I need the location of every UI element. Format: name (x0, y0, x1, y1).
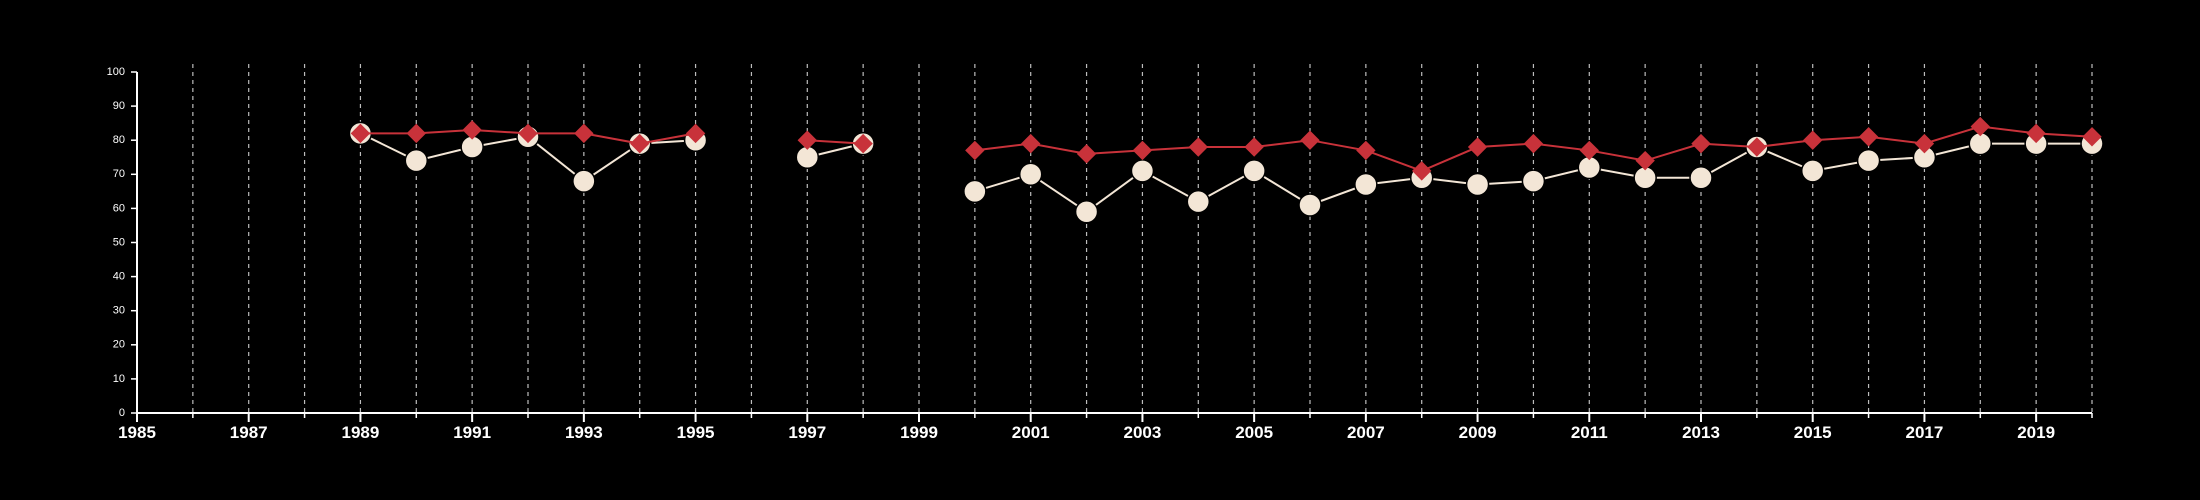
point-series-2-2019 (2026, 123, 2046, 144)
point-series-2-1992 (518, 123, 538, 144)
x-tick-label-1995: 1995 (677, 423, 715, 442)
y-tick-label-50: 50 (113, 236, 125, 248)
point-series-1-2002 (1074, 200, 1099, 224)
point-series-2-2017 (1914, 133, 1935, 154)
y-tick-label-30: 30 (113, 305, 125, 317)
point-series-1-2004 (1186, 189, 1211, 214)
point-series-1-2006 (1298, 193, 1322, 217)
x-tick-label-1989: 1989 (342, 423, 380, 442)
y-tick-label-70: 70 (113, 168, 125, 180)
series-2 (350, 116, 2102, 181)
point-series-1-2005 (1242, 159, 1266, 183)
y-tick-label-90: 90 (113, 100, 125, 112)
y-tick-label-0: 0 (119, 407, 125, 419)
point-series-2-1990 (406, 123, 426, 144)
point-series-2-2015 (1803, 130, 1823, 150)
point-series-2-2006 (1300, 130, 1320, 150)
point-series-1-2015 (1800, 159, 1825, 183)
point-series-2-2009 (1467, 137, 1488, 157)
y-tick-label-60: 60 (113, 202, 125, 214)
point-series-2-2016 (1858, 127, 1879, 147)
point-series-1-2010 (1521, 169, 1546, 193)
y-tick-label-40: 40 (113, 271, 125, 283)
x-tick-label-2001: 2001 (1012, 423, 1050, 442)
y-tick-label-10: 10 (113, 373, 125, 385)
point-series-1-2003 (1130, 159, 1155, 183)
point-series-2-1991 (462, 120, 482, 140)
point-series-2-2001 (1021, 133, 1041, 154)
point-series-1-2007 (1354, 172, 1378, 197)
y-tick-label-20: 20 (113, 339, 125, 351)
y-tick-label-100: 100 (107, 66, 125, 78)
point-series-2-1993 (574, 123, 594, 144)
x-tick-label-1997: 1997 (788, 423, 826, 442)
point-series-1-1990 (404, 148, 429, 173)
point-series-2-1989 (350, 123, 371, 144)
point-series-2-2012 (1635, 150, 1655, 171)
grid-lines (192, 64, 2093, 413)
x-tick-label-2019: 2019 (2017, 423, 2055, 442)
point-series-2-2018 (1970, 116, 1990, 137)
point-series-2-2010 (1523, 133, 1544, 154)
point-series-2-2020 (2082, 127, 2102, 147)
point-series-2-2007 (1356, 140, 1376, 161)
x-tick-label-2015: 2015 (1794, 423, 1832, 442)
x-tick-label-2005: 2005 (1235, 423, 1273, 442)
x-tick-label-2011: 2011 (1571, 423, 1608, 442)
point-series-2-2003 (1132, 140, 1153, 161)
axes (136, 72, 2092, 414)
point-series-2-2000 (965, 140, 985, 161)
point-series-2-1997 (797, 130, 817, 150)
point-series-2-2011 (1579, 140, 1599, 161)
series-1 (348, 121, 2104, 224)
point-series-2-1998 (853, 133, 873, 154)
y-tick-label-80: 80 (113, 134, 125, 146)
point-series-2-1995 (685, 123, 706, 144)
point-series-2-2008 (1412, 161, 1432, 181)
axis-ticks: 1985 1987 1989 1991 1993 1995 1997 1999 2001 2003… (107, 66, 2093, 442)
x-tick-label-2009: 2009 (1459, 423, 1497, 442)
point-series-2-2013 (1691, 133, 1711, 154)
point-series-2-1994 (630, 133, 650, 154)
point-series-2-2002 (1076, 144, 1097, 164)
x-tick-label-2007: 2007 (1347, 423, 1385, 442)
point-series-1-2001 (1018, 162, 1043, 187)
x-tick-label-1993: 1993 (565, 423, 603, 442)
x-tick-label-1985: 1985 (118, 423, 156, 442)
point-series-1-2000 (963, 179, 987, 204)
point-series-1-2009 (1465, 172, 1490, 197)
point-series-1-1993 (572, 169, 596, 193)
x-tick-label-1991: 1991 (453, 423, 491, 442)
x-tick-label-1999: 1999 (900, 423, 938, 442)
x-tick-label-2017: 2017 (1906, 423, 1944, 442)
point-series-2-2014 (1747, 137, 1767, 157)
point-series-2-2005 (1244, 137, 1264, 157)
data-series (348, 116, 2104, 224)
x-tick-label-2013: 2013 (1682, 423, 1720, 442)
x-tick-label-1987: 1987 (230, 423, 268, 442)
point-series-2-2004 (1188, 137, 1208, 157)
point-series-1-2016 (1856, 148, 1881, 173)
x-tick-label-2003: 2003 (1124, 423, 1162, 442)
point-series-1-2013 (1689, 165, 1713, 190)
series-2-line-2 (807, 139, 864, 145)
